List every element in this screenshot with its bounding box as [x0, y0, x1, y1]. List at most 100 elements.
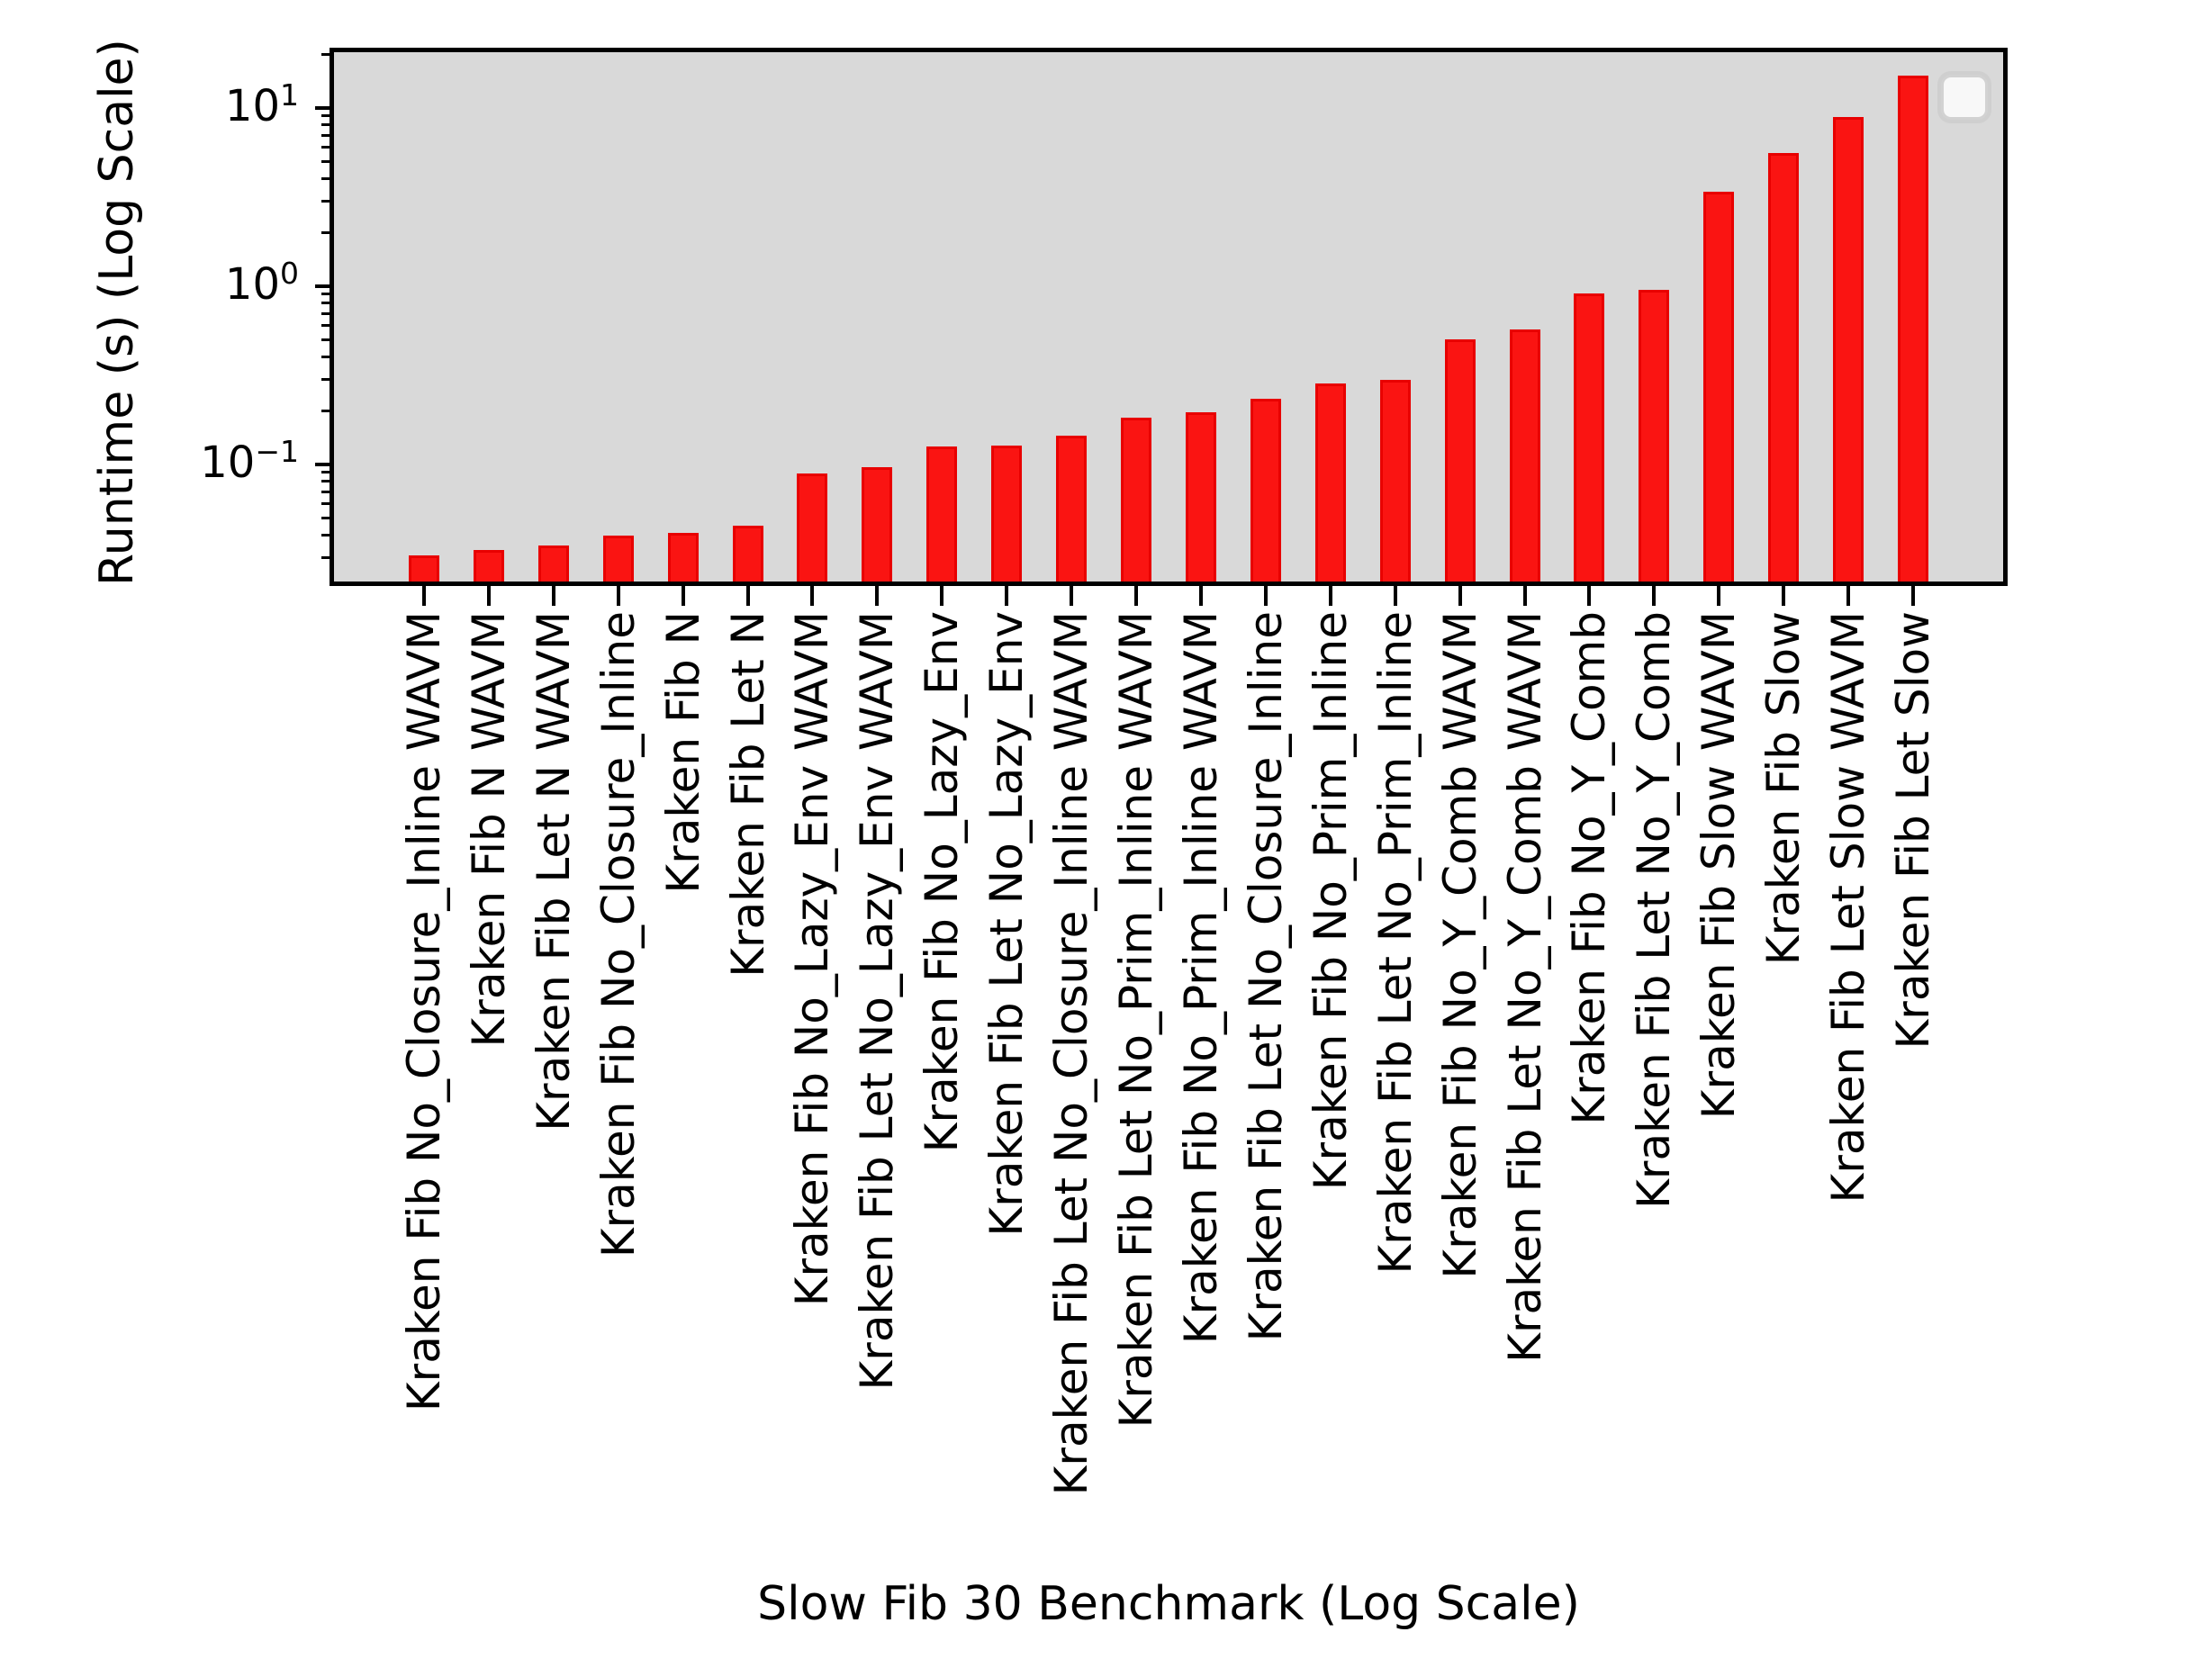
y-tick-minor [321, 123, 330, 127]
x-tick-label-20: Kraken Fib Let No_Y_Comb [1628, 611, 1681, 1209]
y-tick-minor [321, 338, 330, 341]
bar-11 [1056, 435, 1088, 582]
x-tick-20 [1652, 586, 1657, 606]
x-tick-1 [422, 586, 426, 606]
y-tick-minor [321, 159, 330, 163]
bar-23 [1833, 116, 1864, 582]
x-tick-22 [1782, 586, 1786, 606]
bar-10 [991, 445, 1023, 582]
y-tick-minor [321, 311, 330, 315]
bar-22 [1768, 152, 1800, 582]
bar-20 [1639, 290, 1670, 582]
bar-5 [667, 533, 699, 582]
x-tick-label-15: Kraken Fib No_Prim_Inline [1304, 611, 1357, 1191]
x-tick-label-11: Kraken Fib Let No_Closure_Inline WAVM [1045, 611, 1098, 1496]
x-tick-label-12: Kraken Fib Let No_Prim_Inline WAVM [1110, 611, 1163, 1429]
legend-box [1941, 75, 1988, 120]
y-tick-minor [321, 409, 330, 412]
x-tick-label-19: Kraken Fib No_Y_Comb [1563, 611, 1616, 1125]
x-axis-title: Slow Fib 30 Benchmark (Log Scale) [757, 1577, 1580, 1631]
y-tick-minor [321, 52, 330, 56]
x-tick-10 [1005, 586, 1009, 606]
bar-7 [797, 473, 828, 582]
y-tick-minor [321, 555, 330, 559]
y-tick-minor [321, 230, 330, 234]
x-tick-23 [1846, 586, 1851, 606]
bar-17 [1444, 339, 1476, 582]
y-tick-minor [321, 480, 330, 483]
y-tick-minor [321, 516, 330, 519]
x-tick-3 [551, 586, 555, 606]
x-tick-label-2: Kraken Fib N WAVM [462, 611, 515, 1048]
bar-24 [1898, 75, 1928, 582]
y-tick-minor [321, 356, 330, 359]
x-tick-label-23: Kraken Fib Let Slow WAVM [1822, 611, 1875, 1204]
x-tick-8 [875, 586, 880, 606]
bar-1 [409, 555, 439, 582]
bar-15 [1314, 383, 1346, 582]
y-tick-minor [321, 534, 330, 537]
bar-12 [1121, 417, 1152, 582]
x-tick-label-1: Kraken Fib No_Closure_Inline WAVM [398, 611, 450, 1412]
bar-4 [602, 535, 634, 582]
y-axis-title: Runtime (s) (Log Scale) [90, 39, 144, 586]
y-tick-label-2: 100 [224, 255, 299, 310]
x-tick-label-6: Kraken Fib Let N [721, 611, 774, 978]
y-tick-minor [321, 490, 330, 493]
x-tick-14 [1263, 586, 1268, 606]
bar-16 [1379, 380, 1411, 582]
x-tick-label-10: Kraken Fib Let No_Lazy_Env [980, 611, 1034, 1237]
x-tick-15 [1328, 586, 1332, 606]
x-tick-label-9: Kraken Fib No_Lazy_Env [916, 611, 969, 1153]
y-tick-major-3 [315, 462, 330, 466]
x-tick-label-13: Kraken Fib No_Prim_Inline WAVM [1174, 611, 1227, 1345]
bar-18 [1509, 329, 1540, 582]
y-tick-minor [321, 293, 330, 296]
y-tick-label-3: 10−1 [200, 433, 299, 488]
x-tick-label-21: Kraken Fib Slow WAVM [1693, 611, 1746, 1120]
x-tick-11 [1070, 586, 1074, 606]
bar-8 [862, 467, 893, 582]
bar-6 [732, 526, 763, 582]
x-tick-label-5: Kraken Fib N [656, 611, 709, 894]
x-tick-label-8: Kraken Fib Let No_Lazy_Env WAVM [851, 611, 904, 1391]
y-tick-minor [321, 302, 330, 305]
x-tick-17 [1458, 586, 1462, 606]
x-tick-21 [1717, 586, 1721, 606]
x-tick-7 [810, 586, 815, 606]
bar-14 [1250, 398, 1281, 582]
x-tick-19 [1587, 586, 1592, 606]
x-tick-12 [1134, 586, 1139, 606]
y-tick-minor [321, 502, 330, 506]
y-tick-minor [321, 133, 330, 137]
x-tick-label-17: Kraken Fib No_Y_Comb WAVM [1433, 611, 1486, 1279]
y-tick-minor [321, 199, 330, 203]
x-tick-label-3: Kraken Fib Let N WAVM [527, 611, 580, 1132]
bar-21 [1703, 191, 1735, 582]
x-tick-label-18: Kraken Fib Let No_Y_Comb WAVM [1498, 611, 1551, 1363]
bar-13 [1185, 411, 1216, 582]
y-tick-minor [321, 177, 330, 181]
y-tick-major-2 [315, 284, 330, 288]
x-tick-label-24: Kraken Fib Let Slow [1887, 611, 1939, 1050]
x-tick-9 [940, 586, 944, 606]
x-tick-label-14: Kraken Fib Let No_Closure_Inline [1239, 611, 1292, 1342]
y-tick-label-1: 101 [224, 77, 299, 131]
x-tick-6 [745, 586, 750, 606]
x-tick-16 [1393, 586, 1397, 606]
x-tick-13 [1198, 586, 1203, 606]
x-tick-4 [616, 586, 620, 606]
x-tick-label-4: Kraken Fib No_Closure_Inline [591, 611, 645, 1258]
x-tick-label-16: Kraken Fib Let No_Prim_Inline [1368, 611, 1422, 1275]
y-tick-minor [321, 324, 330, 328]
bar-9 [926, 446, 958, 582]
x-tick-label-7: Kraken Fib No_Lazy_Env WAVM [786, 611, 839, 1307]
x-tick-18 [1522, 586, 1527, 606]
plot-area [330, 48, 2008, 586]
y-tick-major-1 [315, 105, 330, 110]
bar-2 [473, 550, 504, 582]
y-tick-minor [321, 377, 330, 381]
y-tick-minor [321, 114, 330, 118]
x-tick-24 [1911, 586, 1915, 606]
